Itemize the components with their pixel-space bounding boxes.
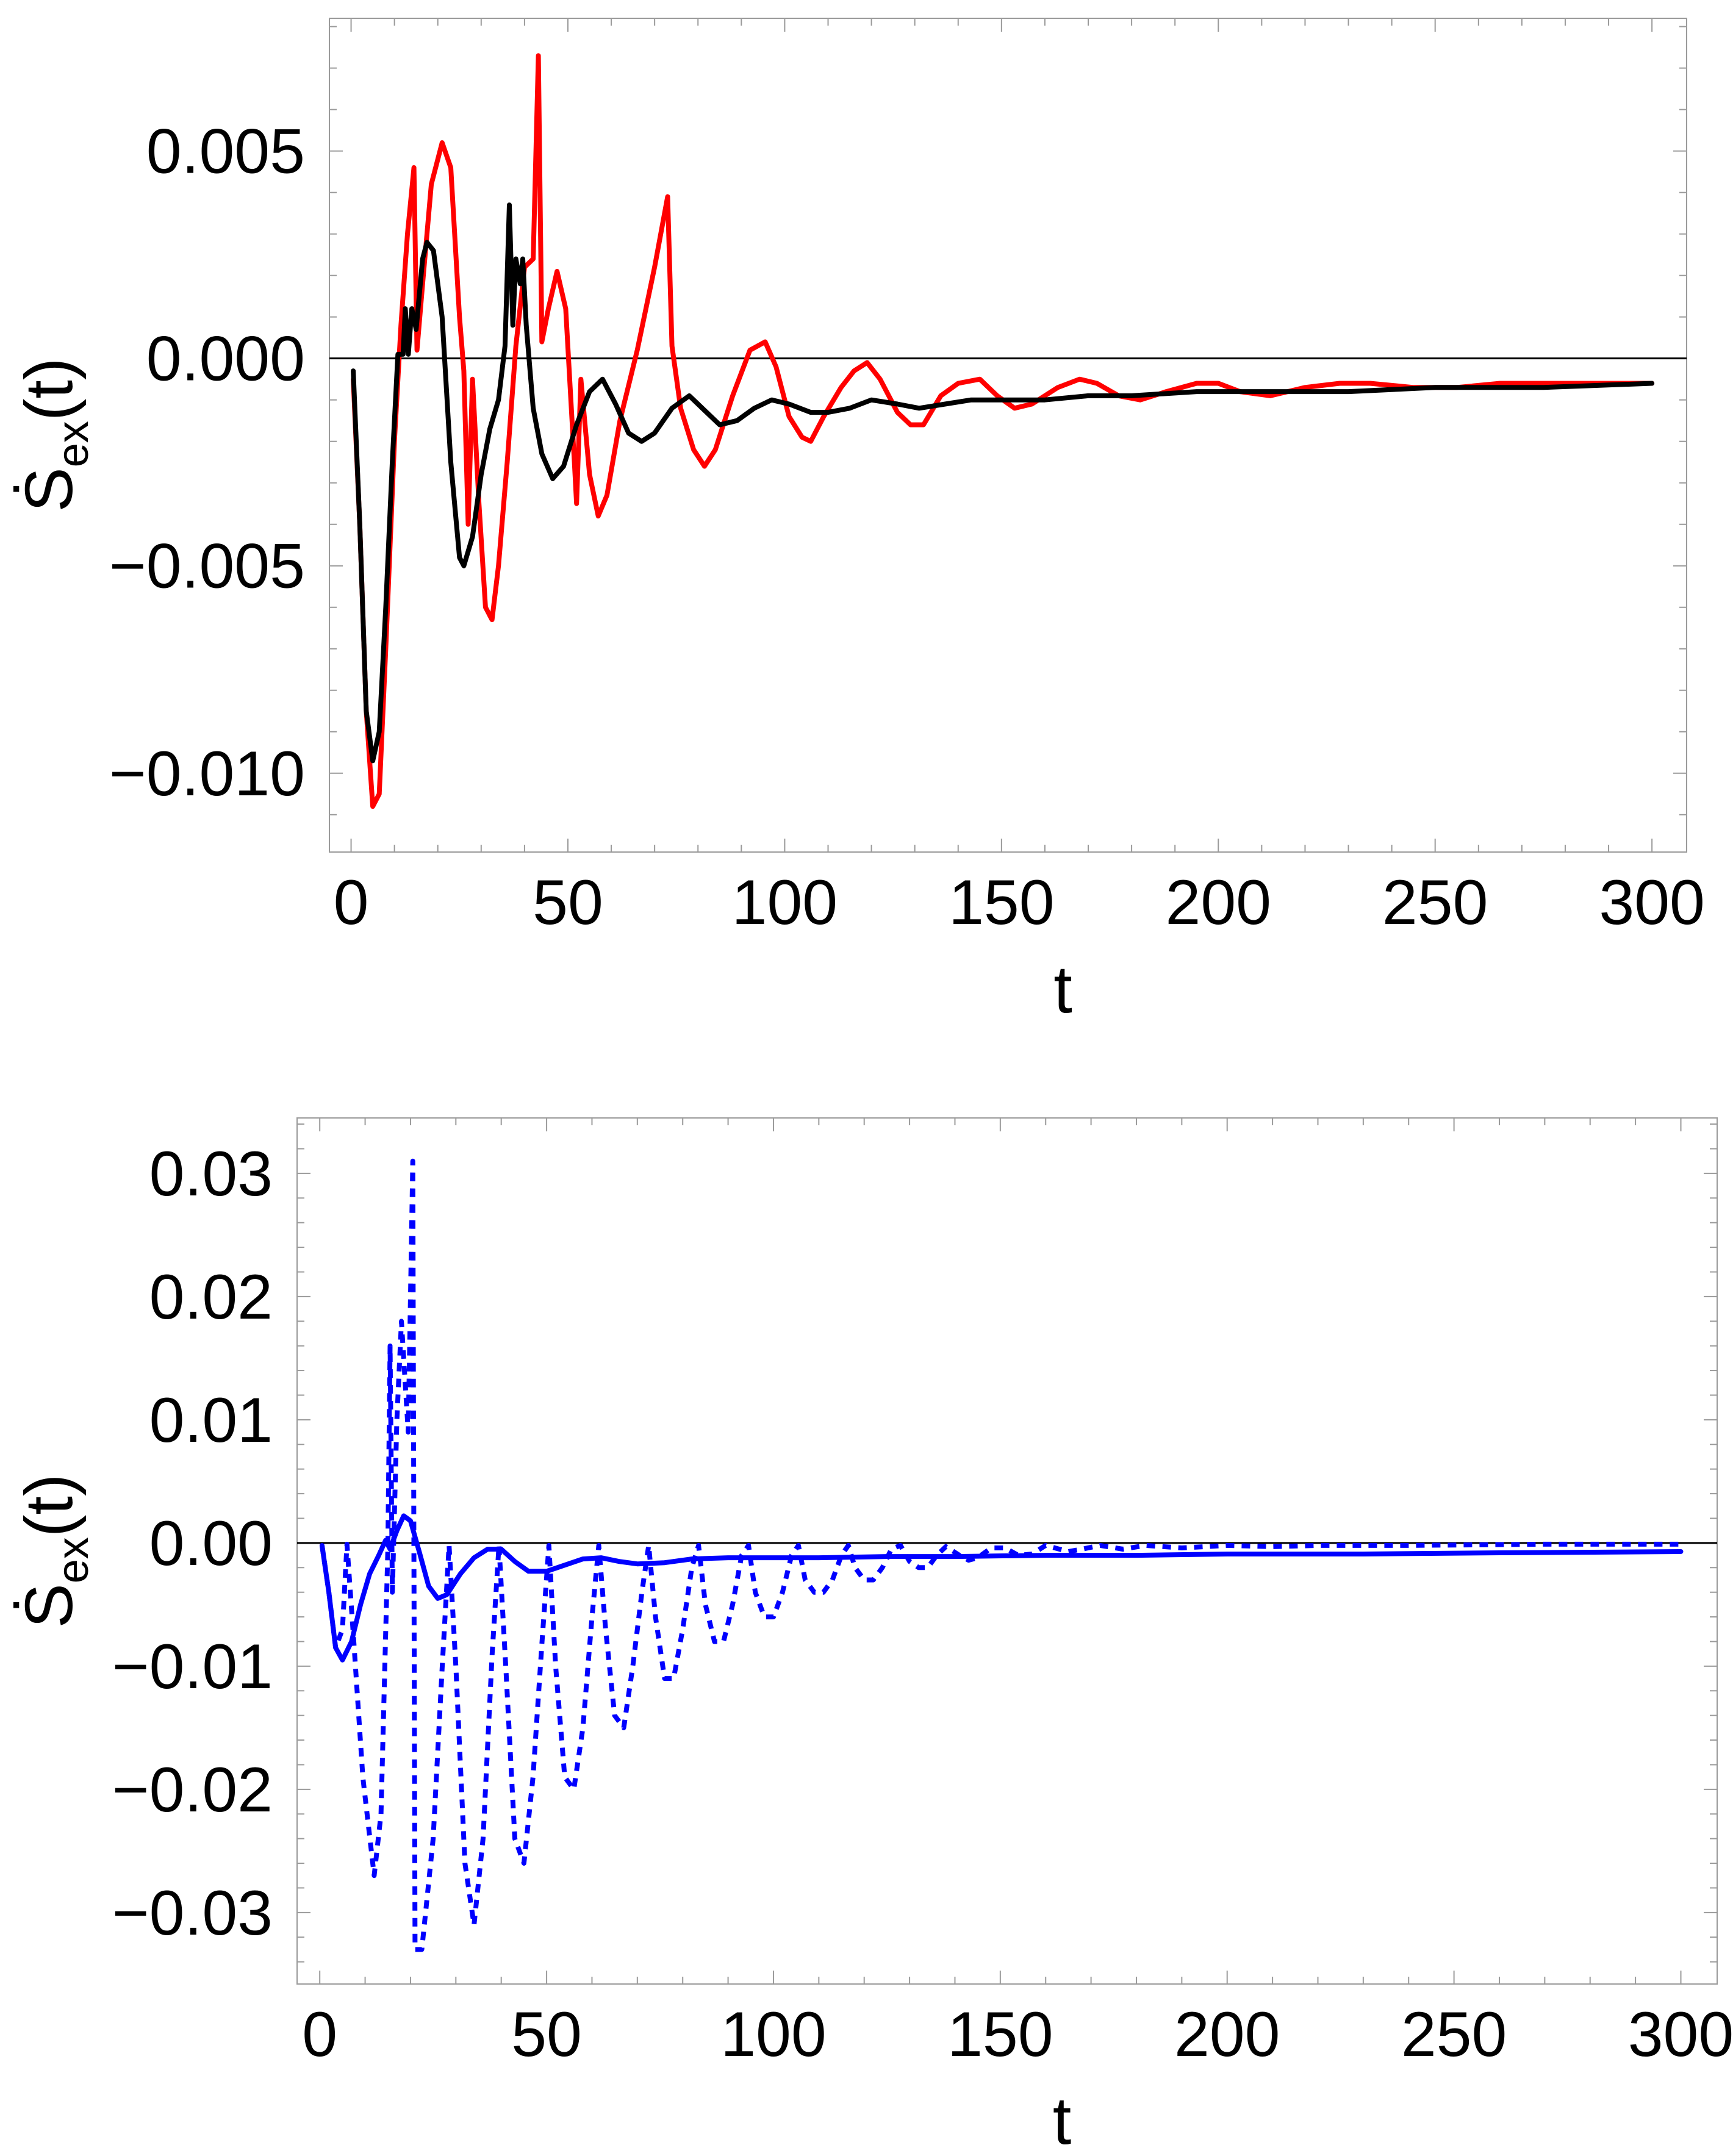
x-tick-label: 300 [1599, 867, 1705, 938]
y-axis-title: Ṡex(t) [12, 1474, 98, 1628]
x-tick-label: 150 [947, 1999, 1053, 2070]
y-axis-title-suffix: (t) [12, 357, 87, 421]
y-axis-title-subscript: ex [49, 421, 98, 467]
y-tick-label: −0.01 [112, 1631, 273, 1702]
x-tick-label: 150 [949, 867, 1055, 938]
y-tick-label: 0.005 [146, 116, 305, 187]
plot-frame [296, 1117, 1718, 1985]
y-axis-title-symbol: Ṡ [12, 467, 87, 512]
y-tick-label: −0.010 [109, 739, 305, 809]
x-axis-title: t [1053, 2083, 1072, 2156]
bottom-chart: 0 50 100 150 200 250 300 −0.03 −0.02 −0.01 0.00 0.0… [12, 1117, 1733, 2156]
x-tick-label: 0 [334, 867, 369, 938]
x-tick-label: 200 [1174, 1999, 1280, 2070]
y-tick-label: −0.02 [112, 1755, 273, 1825]
series-line-0 [319, 1513, 1684, 1663]
x-tick-label: 250 [1401, 1999, 1507, 2070]
plot-frame [329, 18, 1687, 853]
y-tick-label: 0.00 [149, 1508, 273, 1579]
y-axis-title-subscript: ex [49, 1537, 98, 1583]
series-line-1 [351, 202, 1655, 764]
y-axis-title-symbol: Ṡ [12, 1583, 87, 1628]
top-chart: 0 50 100 150 200 250 300 −0.010 −0.005 0.000 0.005… [12, 18, 1705, 1027]
x-tick-label: 200 [1166, 867, 1272, 938]
y-tick-label: 0.03 [149, 1139, 273, 1209]
x-axis-title: t [1053, 952, 1072, 1027]
x-tick-label: 50 [511, 1999, 582, 2070]
y-tick-label: 0.000 [146, 324, 305, 395]
x-tick-label: 100 [732, 867, 838, 938]
y-axis-title-suffix: (t) [12, 1474, 87, 1537]
y-tick-label: −0.005 [109, 531, 305, 602]
x-tick-label: 250 [1382, 867, 1488, 938]
x-tick-label: 0 [302, 1999, 337, 2070]
x-tick-label: 300 [1628, 1999, 1733, 2070]
y-tick-label: 0.01 [149, 1385, 273, 1456]
x-tick-label: 50 [533, 867, 603, 938]
y-tick-label: −0.03 [112, 1878, 273, 1949]
y-tick-label: 0.02 [149, 1262, 273, 1333]
y-axis-title: Ṡex(t) [12, 357, 98, 512]
series-line-0 [351, 53, 1655, 809]
x-tick-label: 100 [720, 1999, 827, 2070]
series-line-1 [319, 1158, 1681, 1952]
